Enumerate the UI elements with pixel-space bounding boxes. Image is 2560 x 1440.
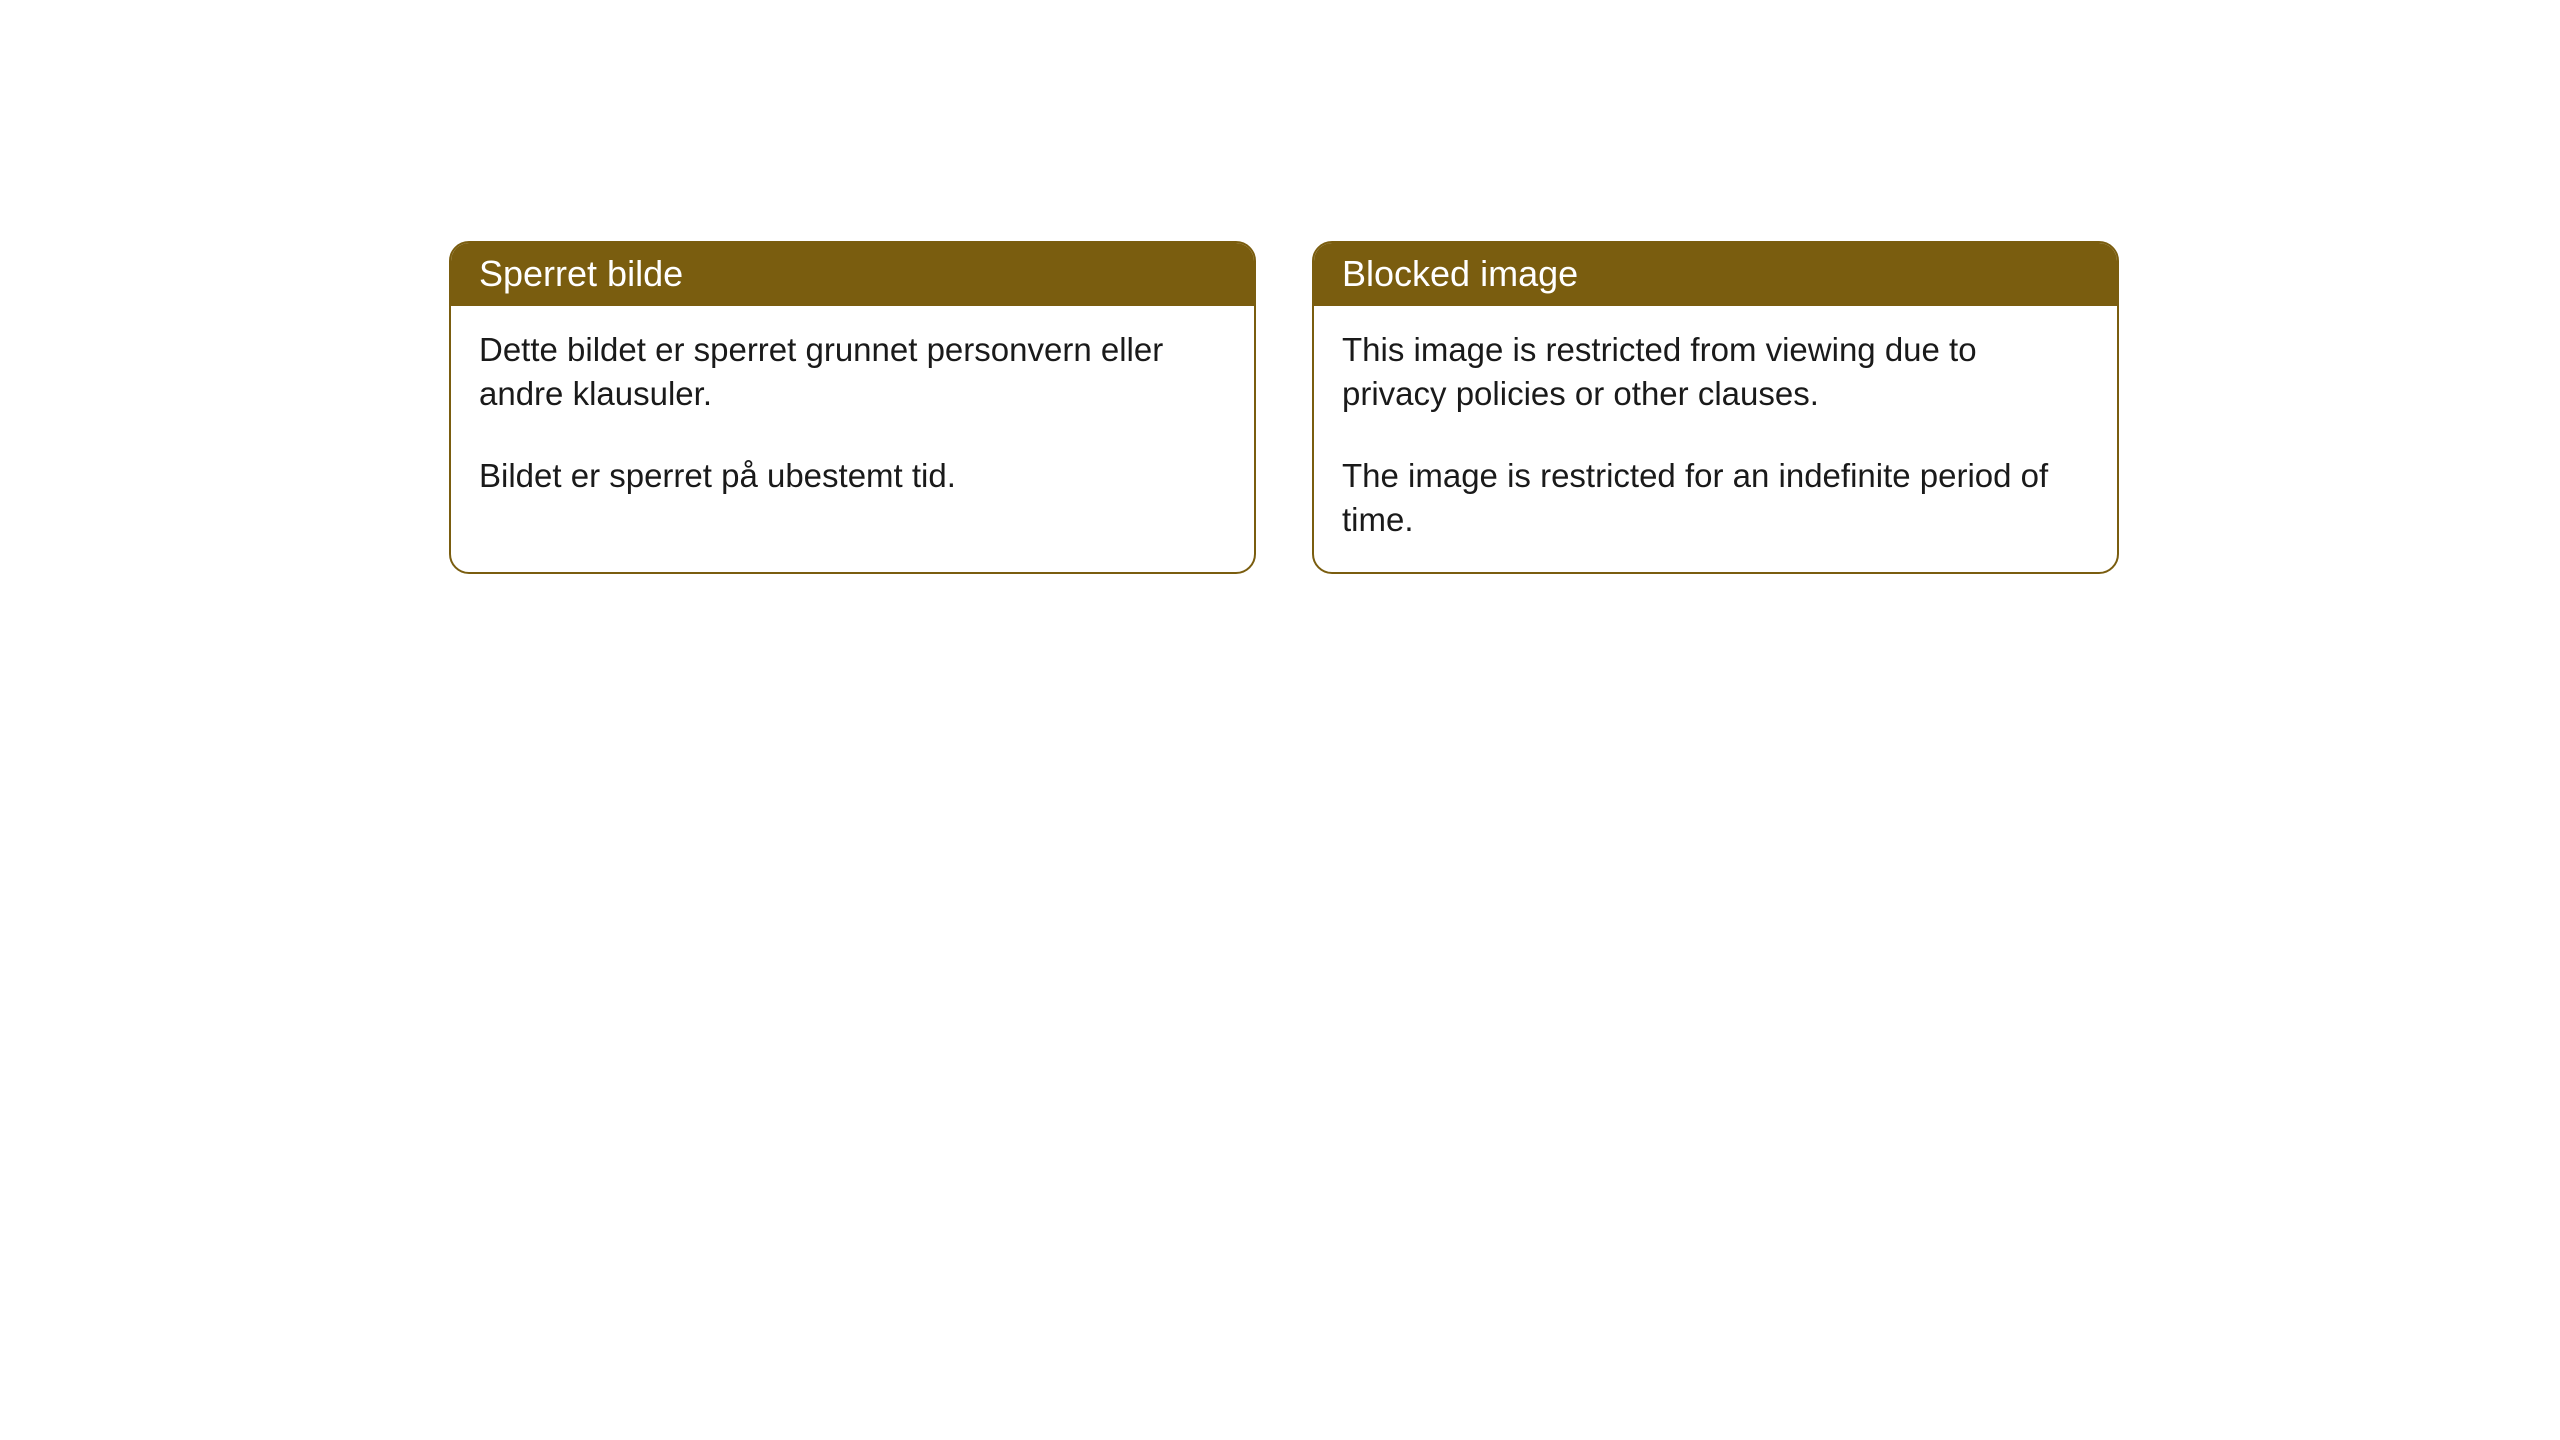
notice-body: This image is restricted from viewing du… [1314, 306, 2117, 572]
notice-cards-container: Sperret bilde Dette bildet er sperret gr… [449, 241, 2119, 574]
notice-body: Dette bildet er sperret grunnet personve… [451, 306, 1254, 528]
notice-paragraph-1: This image is restricted from viewing du… [1342, 328, 2089, 416]
notice-card-english: Blocked image This image is restricted f… [1312, 241, 2119, 574]
notice-paragraph-1: Dette bildet er sperret grunnet personve… [479, 328, 1226, 416]
notice-paragraph-2: The image is restricted for an indefinit… [1342, 454, 2089, 542]
notice-title: Blocked image [1314, 243, 2117, 306]
notice-title: Sperret bilde [451, 243, 1254, 306]
notice-card-norwegian: Sperret bilde Dette bildet er sperret gr… [449, 241, 1256, 574]
notice-paragraph-2: Bildet er sperret på ubestemt tid. [479, 454, 1226, 498]
